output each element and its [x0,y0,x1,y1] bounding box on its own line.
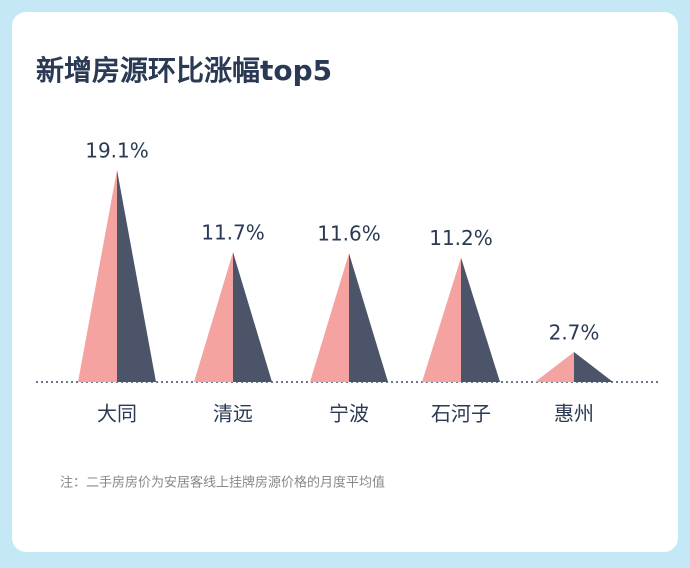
category-label: 宁波 [329,402,369,426]
value-label: 11.6% [317,222,381,246]
peak-left [310,253,349,382]
peak-right [574,352,613,382]
note: 注：二手房房价为安居客线上挂牌房源价格的月度平均值 [60,475,385,491]
category-label: 惠州 [554,402,594,426]
peak-left [78,169,117,382]
peak-right [233,252,272,382]
category-label: 石河子 [431,402,491,426]
peak-left [422,257,461,382]
peak-right [349,253,388,382]
value-label: 2.7% [549,321,600,345]
chart-title: 新增房源环比涨幅top5 [36,54,332,87]
value-label: 11.2% [429,226,493,250]
peak-right [117,169,156,382]
value-label: 19.1% [85,138,149,162]
category-label: 清远 [213,402,253,426]
peak-right [461,257,500,382]
category-label: 大同 [97,402,137,426]
peak-left [535,352,574,382]
value-label: 11.7% [201,221,265,245]
peak-left [194,252,233,382]
